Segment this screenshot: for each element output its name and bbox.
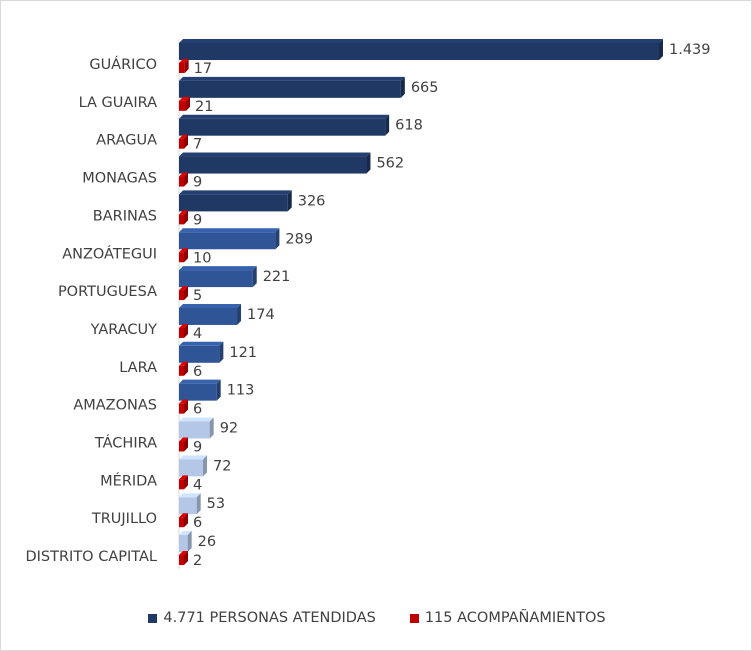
- legend-item-acompanamientos: 115 ACOMPAÑAMIENTOS: [409, 610, 606, 626]
- data-label-personas: 618: [395, 118, 423, 134]
- category-label: DISTRITO CAPITAL: [25, 549, 157, 565]
- bar-personas: [179, 228, 280, 250]
- data-label-acompanamientos: 17: [194, 61, 212, 77]
- bar-personas: [179, 76, 405, 98]
- bar-acompanamientos: [179, 513, 188, 528]
- data-label-personas: 53: [207, 496, 225, 512]
- bar-acompanamientos: [179, 437, 188, 452]
- data-label-personas: 562: [376, 156, 404, 172]
- category-label: TÁCHIRA: [94, 435, 157, 452]
- data-label-personas: 289: [285, 231, 313, 247]
- data-label-personas: 26: [198, 534, 216, 550]
- category-label: LARA: [119, 360, 157, 376]
- bar-personas: [179, 303, 242, 325]
- bar-acompanamientos: [179, 551, 188, 566]
- data-label-personas: 113: [227, 383, 255, 399]
- bar-acompanamientos: [179, 361, 188, 376]
- bar-personas: [179, 190, 292, 212]
- category-label: MONAGAS: [82, 171, 157, 187]
- bar-personas: [179, 531, 192, 553]
- legend: 4.771 PERSONAS ATENDIDAS 115 ACOMPAÑAMIE…: [1, 610, 752, 626]
- legend-item-personas: 4.771 PERSONAS ATENDIDAS: [148, 610, 376, 626]
- bar-acompanamientos: [179, 399, 188, 414]
- data-label-acompanamientos: 6: [193, 364, 202, 380]
- category-label: PORTUGUESA: [58, 284, 157, 300]
- bar-personas: [179, 341, 224, 363]
- bar-acompanamientos: [179, 172, 188, 187]
- category-label: BARINAS: [93, 208, 157, 224]
- bar-personas: [179, 493, 201, 515]
- data-label-acompanamientos: 6: [193, 402, 202, 418]
- data-label-acompanamientos: 5: [193, 288, 202, 304]
- bar-acompanamientos: [179, 323, 188, 338]
- bar-acompanamientos: [179, 59, 189, 73]
- bar-acompanamientos: [179, 286, 188, 301]
- data-label-personas: 121: [229, 345, 257, 361]
- bar-personas: [179, 455, 208, 477]
- data-label-personas: 665: [411, 80, 439, 96]
- legend-swatch-personas: [148, 613, 158, 623]
- data-label-personas: 326: [298, 193, 326, 209]
- data-label-personas: 221: [263, 269, 291, 285]
- category-label: AMAZONAS: [73, 398, 157, 414]
- bar-acompanamientos: [179, 134, 188, 149]
- data-label-acompanamientos: 7: [193, 137, 202, 153]
- bar-acompanamientos: [179, 210, 188, 225]
- bar-personas: [179, 114, 390, 136]
- data-label-personas: 174: [247, 307, 275, 323]
- legend-label-acompanamientos: 115 ACOMPAÑAMIENTOS: [424, 610, 606, 626]
- data-label-acompanamientos: 4: [193, 477, 202, 493]
- category-label: ANZOÁTEGUI: [62, 245, 157, 262]
- data-label-personas: 72: [213, 458, 231, 474]
- legend-swatch-acompanamientos: [409, 613, 419, 623]
- bar-personas: [179, 417, 214, 439]
- category-label: MÉRIDA: [100, 472, 157, 489]
- category-label: ARAGUA: [96, 133, 157, 149]
- data-label-acompanamientos: 9: [193, 440, 202, 456]
- data-label-acompanamientos: 4: [193, 326, 202, 342]
- bar-personas: [179, 266, 257, 288]
- bar-acompanamientos: [179, 248, 188, 263]
- data-label-acompanamientos: 21: [195, 99, 213, 115]
- data-label-acompanamientos: 9: [193, 175, 202, 191]
- data-label-acompanamientos: 9: [193, 212, 202, 228]
- bar-personas: [179, 152, 371, 174]
- legend-label-personas: 4.771 PERSONAS ATENDIDAS: [163, 610, 376, 626]
- category-label: YARACUY: [90, 322, 158, 338]
- data-label-personas: 92: [220, 421, 238, 437]
- bar-acompanamientos: [179, 475, 188, 490]
- category-label: GUÁRICO: [89, 56, 157, 73]
- bar-personas: [179, 39, 663, 60]
- category-label: TRUJILLO: [91, 511, 157, 527]
- category-label: LA GUAIRA: [79, 95, 157, 111]
- data-label-personas: 1.439: [669, 42, 711, 58]
- data-label-acompanamientos: 10: [193, 250, 211, 266]
- bar-personas: [179, 379, 221, 401]
- bar-acompanamientos: [179, 96, 191, 111]
- data-label-acompanamientos: 2: [193, 553, 202, 569]
- data-label-acompanamientos: 6: [193, 515, 202, 531]
